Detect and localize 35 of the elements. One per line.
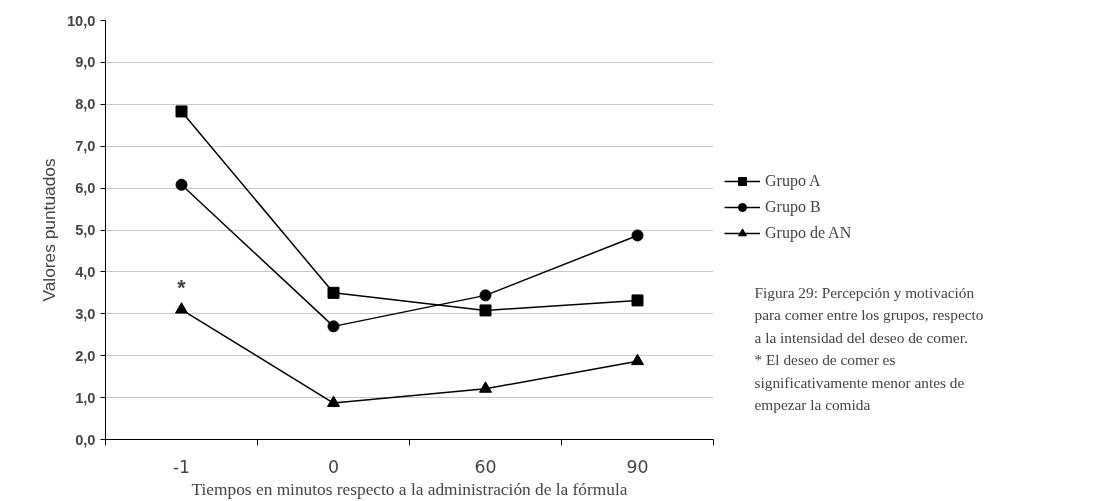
y-tick-label: 7,0: [75, 138, 96, 155]
text: Figura 29: Percepción y motivación para comer entre los grupos, respecto a la intensidad del deseo de comer.: [754, 283, 984, 346]
x-tick-label: 90: [626, 456, 649, 477]
x-tick-label: 60: [474, 456, 497, 477]
y-tick-label: 1,0: [75, 389, 96, 406]
y-tick-label: 3,0: [75, 305, 96, 322]
point: [479, 381, 492, 393]
point: [175, 178, 188, 191]
y-tick-label: 4,0: [75, 263, 96, 280]
x-tick-label: -1: [172, 456, 191, 477]
point: [479, 304, 492, 317]
point: [175, 302, 188, 314]
point: [327, 395, 340, 408]
point: [175, 105, 188, 118]
y-tick-label: 6,0: [75, 180, 96, 197]
point: [479, 289, 492, 302]
legend-label: Grupo B: [765, 198, 821, 216]
x-tick-label: 0: [327, 456, 340, 477]
y-tick-label: 2,0: [75, 347, 96, 364]
x-axis-title: Tiempos en minutos respecto a la administración de la fórmula: [191, 479, 628, 499]
y-tick-label: 8,0: [75, 96, 96, 113]
legend-label: Grupo de AN: [765, 224, 852, 242]
y-tick-label: 0,0: [75, 431, 96, 448]
legend-label: Grupo A: [765, 172, 821, 190]
y-tick-label: 9,0: [75, 54, 96, 71]
point: [631, 229, 644, 242]
point: [631, 294, 644, 307]
text: * El deseo de comer es significativamente menor antes de empezar la comida: [754, 351, 965, 413]
point: [327, 320, 340, 333]
annotation: *: [177, 275, 187, 300]
point: [327, 286, 340, 299]
y-axis-title: Valores puntuados: [38, 158, 59, 302]
point: [631, 353, 644, 366]
y-tick-label: 10,0: [66, 12, 96, 29]
y-tick-label: 5,0: [75, 222, 96, 238]
